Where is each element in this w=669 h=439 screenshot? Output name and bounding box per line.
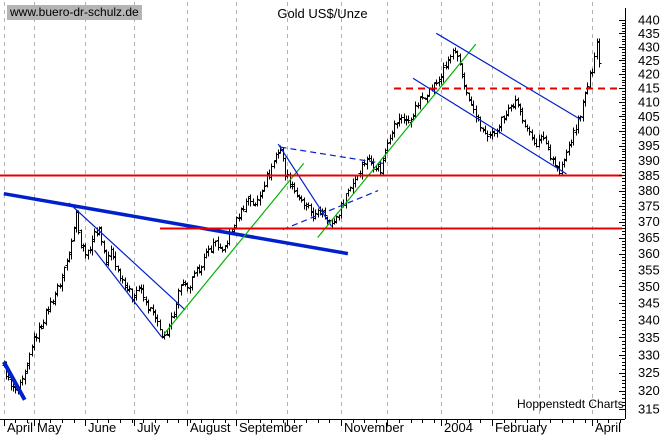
svg-text:365: 365: [638, 230, 660, 245]
svg-text:435: 435: [638, 26, 660, 41]
svg-text:400: 400: [638, 123, 660, 138]
svg-text:345: 345: [638, 296, 660, 311]
svg-text:375: 375: [638, 199, 660, 214]
svg-text:425: 425: [638, 53, 660, 68]
svg-text:325: 325: [638, 365, 660, 380]
svg-text:July: July: [137, 420, 161, 435]
svg-text:August: August: [190, 420, 231, 435]
svg-text:330: 330: [638, 347, 660, 362]
attribution-label: Hoppenstedt Charts: [517, 397, 624, 411]
chart-title: Gold US$/Unze: [277, 6, 368, 21]
svg-text:May: May: [37, 420, 62, 435]
svg-text:385: 385: [638, 168, 660, 183]
svg-text:320: 320: [638, 383, 660, 398]
svg-text:315: 315: [638, 402, 660, 417]
svg-text:390: 390: [638, 153, 660, 168]
svg-text:370: 370: [638, 214, 660, 229]
svg-text:April: April: [595, 420, 621, 435]
svg-text:April: April: [7, 420, 33, 435]
svg-text:November: November: [344, 420, 405, 435]
svg-text:405: 405: [638, 109, 660, 124]
svg-text:395: 395: [638, 138, 660, 153]
svg-text:2004: 2004: [444, 420, 473, 435]
svg-text:440: 440: [638, 13, 660, 28]
svg-text:430: 430: [638, 39, 660, 54]
svg-text:June: June: [88, 420, 116, 435]
svg-text:350: 350: [638, 279, 660, 294]
svg-text:340: 340: [638, 313, 660, 328]
svg-text:February: February: [495, 420, 548, 435]
svg-text:380: 380: [638, 183, 660, 198]
watermark-label: www.buero-dr-schulz.de: [7, 5, 142, 20]
svg-text:415: 415: [638, 81, 660, 96]
svg-text:335: 335: [638, 330, 660, 345]
svg-text:420: 420: [638, 67, 660, 82]
svg-text:September: September: [239, 420, 303, 435]
svg-text:355: 355: [638, 262, 660, 277]
svg-text:360: 360: [638, 246, 660, 261]
svg-text:410: 410: [638, 95, 660, 110]
